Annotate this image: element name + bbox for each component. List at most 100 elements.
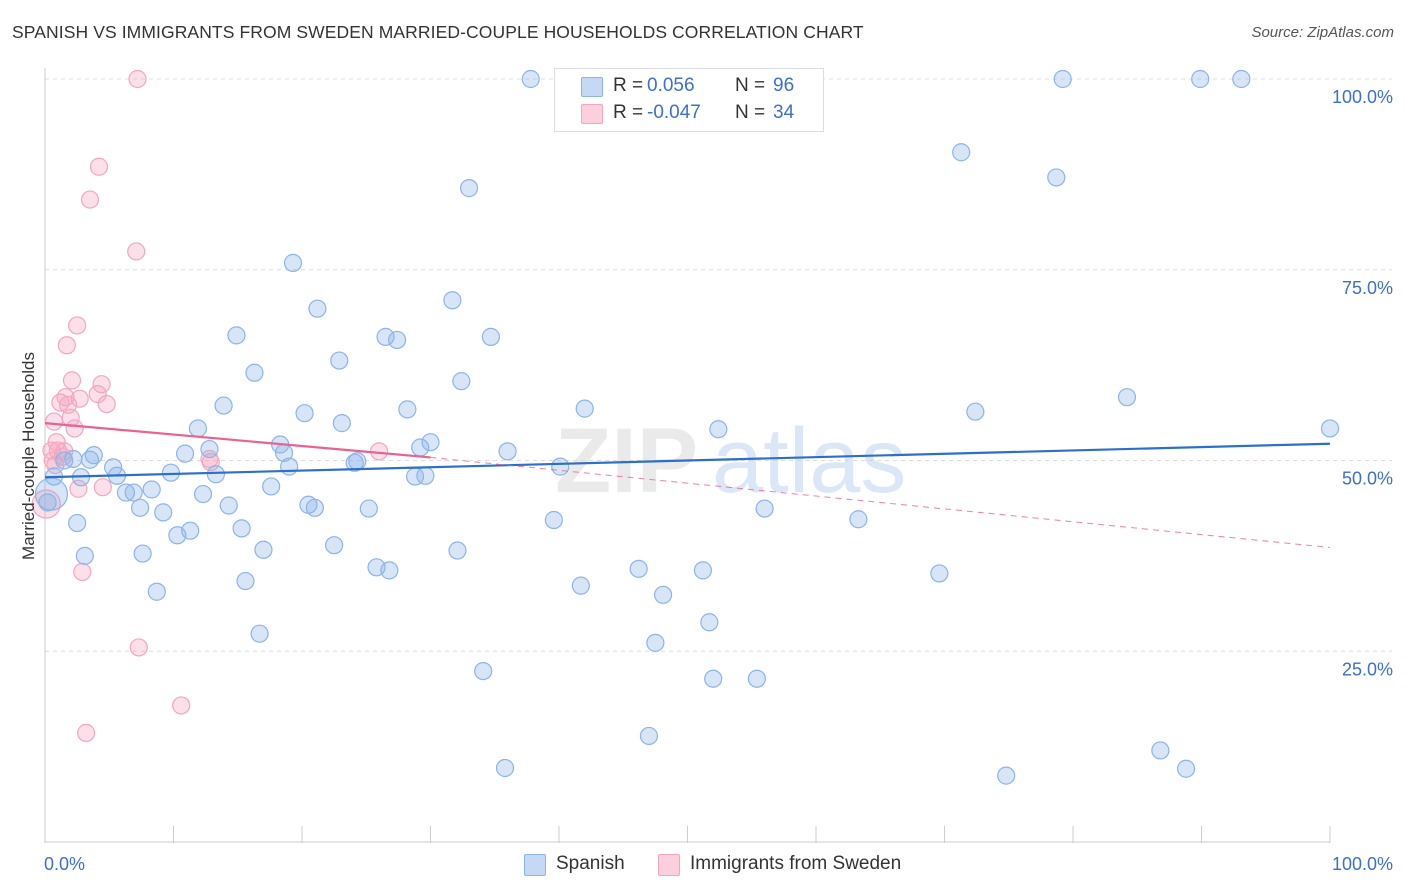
data-point-spanish bbox=[193, 484, 213, 504]
stats-legend: R = 0.056 N = 96 R = -0.047 N = 34 bbox=[554, 68, 824, 132]
x-tick-label-min: 0.0% bbox=[44, 854, 85, 874]
trend-lines bbox=[44, 422, 1331, 548]
data-point-spanish bbox=[254, 540, 273, 559]
stats-row-spanish: R = 0.056 N = 96 bbox=[555, 73, 823, 100]
data-point-sweden bbox=[69, 479, 88, 498]
data-point-sweden bbox=[89, 157, 109, 176]
axes bbox=[44, 68, 1331, 843]
data-point-spanish bbox=[142, 480, 161, 499]
data-point-spanish bbox=[387, 330, 407, 350]
legend-swatch-sweden bbox=[581, 104, 603, 124]
data-point-spanish bbox=[1117, 388, 1137, 407]
data-point-sweden bbox=[92, 375, 111, 394]
data-point-spanish bbox=[219, 496, 238, 515]
data-point-spanish bbox=[521, 69, 540, 89]
data-point-spanish bbox=[348, 452, 367, 471]
data-point-spanish bbox=[124, 483, 143, 502]
data-point-spanish bbox=[398, 400, 417, 419]
data-point-spanish bbox=[997, 766, 1016, 785]
data-point-spanish bbox=[305, 498, 324, 517]
legend-swatch-spanish bbox=[581, 77, 603, 97]
legend-swatch-sweden bbox=[658, 854, 680, 876]
data-point-sweden bbox=[70, 389, 89, 408]
y-tick-label: 100.0% bbox=[1332, 87, 1393, 107]
legend-label-sweden: Immigrants from Sweden bbox=[690, 853, 902, 874]
data-point-spanish bbox=[206, 465, 226, 484]
data-point-spanish bbox=[161, 463, 181, 482]
data-point-spanish bbox=[262, 477, 281, 496]
data-point-spanish bbox=[755, 499, 774, 518]
data-point-spanish bbox=[1151, 741, 1170, 760]
data-point-sweden bbox=[68, 316, 87, 335]
r-value: -0.047 bbox=[647, 102, 701, 123]
data-point-spanish bbox=[849, 510, 868, 529]
data-point-spanish bbox=[448, 541, 467, 560]
trend-line-sweden bbox=[44, 422, 431, 459]
data-point-spanish bbox=[64, 449, 83, 469]
data-point-spanish bbox=[452, 372, 471, 391]
data-point-sweden bbox=[57, 336, 76, 355]
data-point-spanish bbox=[200, 439, 219, 459]
n-label: N = bbox=[735, 75, 766, 96]
data-point-spanish bbox=[130, 498, 150, 517]
data-point-spanish bbox=[1191, 69, 1210, 89]
n-value: 96 bbox=[773, 75, 795, 96]
series-legend: Spanish Immigrants from Sweden bbox=[0, 852, 1406, 878]
data-point-sweden bbox=[73, 562, 92, 581]
data-point-spanish bbox=[693, 561, 713, 580]
watermark-atlas: atlas bbox=[712, 410, 906, 512]
data-point-spanish bbox=[250, 624, 269, 643]
data-point-spanish bbox=[952, 143, 971, 162]
data-point-spanish bbox=[1320, 419, 1340, 438]
data-point-spanish bbox=[188, 419, 208, 438]
tick-labels: 25.0% 50.0% 75.0% 100.0% 0.0% 100.0% bbox=[44, 87, 1393, 874]
data-point-spanish bbox=[571, 576, 590, 595]
data-point-sweden bbox=[200, 449, 219, 469]
n-label: N = bbox=[735, 102, 766, 123]
data-point-sweden bbox=[127, 242, 146, 261]
data-point-spanish bbox=[747, 669, 766, 688]
y-axis-label: Married-couple Households bbox=[19, 352, 38, 560]
data-point-spanish bbox=[474, 661, 493, 681]
data-point-spanish bbox=[495, 758, 515, 778]
data-point-spanish bbox=[1047, 168, 1066, 187]
gridlines bbox=[45, 78, 1392, 652]
data-point-spanish bbox=[646, 633, 665, 652]
data-point-spanish bbox=[154, 503, 173, 522]
data-point-spanish bbox=[325, 536, 344, 555]
data-point-spanish bbox=[551, 457, 570, 476]
data-point-spanish bbox=[330, 351, 349, 370]
data-point-spanish bbox=[359, 499, 378, 518]
data-point-sweden bbox=[44, 412, 64, 431]
data-point-spanish bbox=[1053, 69, 1072, 89]
data-point-spanish bbox=[236, 571, 255, 591]
data-point-spanish bbox=[147, 582, 166, 601]
data-point-spanish bbox=[639, 726, 659, 746]
data-point-spanish bbox=[283, 253, 303, 272]
data-point-spanish bbox=[245, 363, 264, 382]
data-point-spanish bbox=[544, 510, 563, 530]
x-tick-label-max: 100.0% bbox=[1332, 854, 1393, 874]
source-credit: Source: ZipAtlas.com bbox=[1251, 24, 1394, 41]
data-point-spanish bbox=[332, 414, 351, 433]
watermark: ZIP atlas bbox=[555, 410, 906, 512]
data-point-spanish bbox=[214, 396, 233, 415]
trend-line-sweden-extension bbox=[430, 456, 1331, 548]
series-spanish bbox=[34, 69, 1340, 785]
data-point-sweden bbox=[77, 723, 96, 742]
data-point-spanish bbox=[459, 179, 479, 198]
data-point-spanish bbox=[709, 420, 728, 439]
data-point-spanish bbox=[421, 433, 440, 452]
data-point-spanish bbox=[700, 613, 719, 632]
n-value: 34 bbox=[773, 102, 795, 123]
data-point-spanish bbox=[116, 483, 136, 502]
y-tick-label: 75.0% bbox=[1342, 278, 1393, 298]
trend-line-spanish bbox=[44, 442, 1331, 479]
data-point-spanish bbox=[232, 519, 251, 538]
y-tick-label: 50.0% bbox=[1342, 469, 1393, 489]
data-point-spanish bbox=[280, 457, 299, 476]
y-tick-label: 25.0% bbox=[1342, 659, 1393, 679]
data-point-spanish bbox=[629, 559, 648, 578]
data-point-sweden bbox=[65, 419, 84, 438]
